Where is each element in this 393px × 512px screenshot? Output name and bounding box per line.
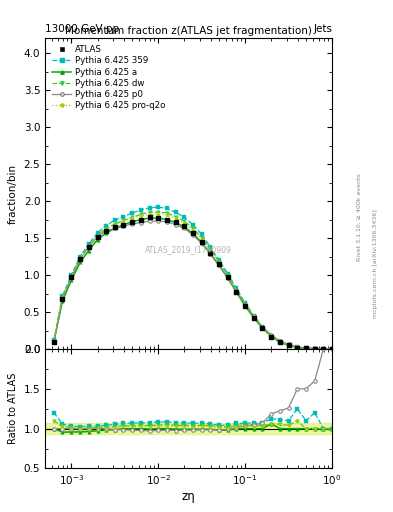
Legend: ATLAS, Pythia 6.425 359, Pythia 6.425 a, Pythia 6.425 dw, Pythia 6.425 p0, Pythi: ATLAS, Pythia 6.425 359, Pythia 6.425 a,… [50,42,168,113]
Text: 13000 GeV pp: 13000 GeV pp [45,24,119,34]
Text: ATLAS_2019_I1740909: ATLAS_2019_I1740909 [145,245,232,254]
Text: Rivet 3.1.10, ≥ 400k events: Rivet 3.1.10, ≥ 400k events [357,174,362,262]
Text: Jets: Jets [313,24,332,34]
Y-axis label: Ratio to ATLAS: Ratio to ATLAS [8,373,18,444]
Bar [45,423,332,434]
Title: Momentum fraction z(ATLAS jet fragmentation): Momentum fraction z(ATLAS jet fragmentat… [65,26,312,36]
Y-axis label: fraction/bin: fraction/bin [8,164,18,224]
Text: mcplots.cern.ch [arXiv:1306.3436]: mcplots.cern.ch [arXiv:1306.3436] [373,209,378,318]
X-axis label: zη: zη [182,490,195,503]
